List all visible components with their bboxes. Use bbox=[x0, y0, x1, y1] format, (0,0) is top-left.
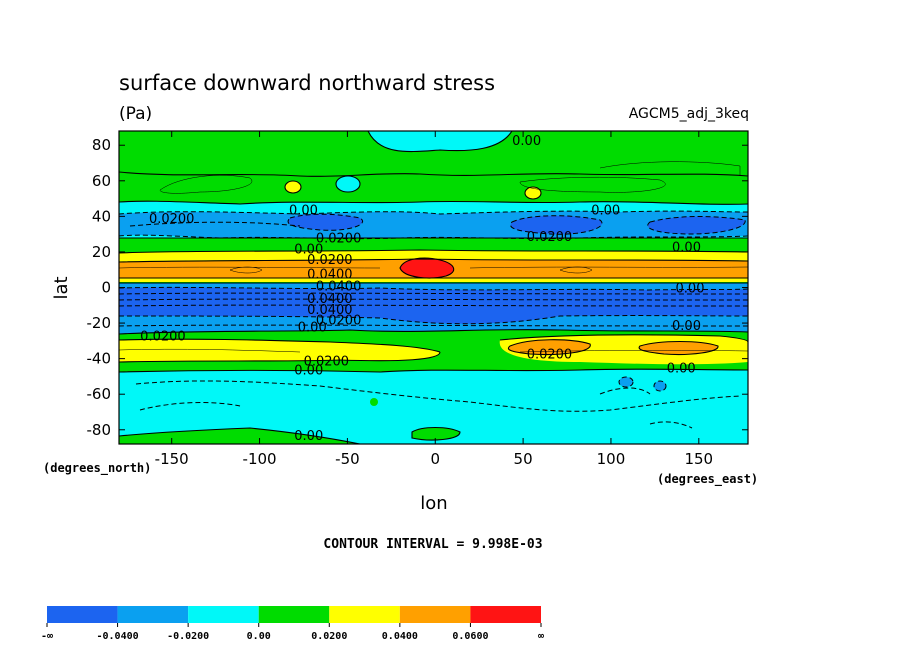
x-tick-label: 50 bbox=[514, 450, 533, 468]
x-axis-label: lon bbox=[420, 493, 447, 514]
y-tick-label: 0 bbox=[101, 279, 111, 297]
y-tick-label: -60 bbox=[87, 385, 112, 403]
y-units-note: (degrees_north) bbox=[43, 461, 151, 476]
colorbar-swatch bbox=[117, 606, 189, 623]
y-tick-label: 20 bbox=[92, 243, 111, 261]
contour-label: 0.00 bbox=[294, 363, 323, 378]
blob-south-blue-1 bbox=[619, 377, 633, 387]
dataset-label: AGCM5_adj_3keq bbox=[629, 106, 749, 122]
contour-interval-text: CONTOUR INTERVAL = 9.998E-03 bbox=[323, 537, 542, 552]
contour-label: 0.0400 bbox=[307, 292, 353, 307]
contour-label: 0.00 bbox=[298, 321, 327, 336]
colorbar-label: -0.0200 bbox=[167, 631, 209, 642]
y-tick-label: 60 bbox=[92, 172, 111, 190]
contour-label: 0.0200 bbox=[149, 212, 195, 227]
region-north-midlat-positive bbox=[119, 172, 748, 205]
colorbar-label: 0.00 bbox=[247, 631, 271, 642]
contour-lines-thin bbox=[119, 161, 748, 353]
blob-north-yellow-1 bbox=[285, 181, 301, 193]
contour-label: 0.00 bbox=[289, 203, 318, 218]
colorbar-swatch bbox=[399, 606, 471, 623]
chart-title: surface downward northward stress bbox=[119, 71, 495, 95]
blob-south-blue-2 bbox=[654, 381, 666, 391]
contour-label: 0.0200 bbox=[304, 354, 350, 369]
colorbar-label: -0.0400 bbox=[96, 631, 138, 642]
region-north-jet-strong-3 bbox=[647, 216, 746, 234]
contour-label: 0.0200 bbox=[527, 230, 573, 245]
contour-label: 0.0400 bbox=[307, 267, 353, 282]
colorbar-label: 0.0600 bbox=[452, 631, 488, 642]
region-max-positive bbox=[400, 258, 454, 278]
colorbar-swatch bbox=[329, 606, 400, 623]
units-label: (Pa) bbox=[119, 104, 152, 124]
blob-south-green bbox=[370, 398, 378, 406]
y-tick-label: 40 bbox=[92, 207, 111, 225]
region-south-pole-patch bbox=[412, 427, 460, 440]
y-tick-label: 80 bbox=[92, 136, 111, 154]
contour-label: 0.00 bbox=[294, 429, 323, 444]
x-tick-label: 0 bbox=[430, 450, 440, 468]
region-north-jet-strong-1 bbox=[288, 214, 363, 231]
contour-label: 0.00 bbox=[672, 319, 701, 334]
y-tick-label: -80 bbox=[87, 421, 112, 439]
x-tick-label: -100 bbox=[243, 450, 277, 468]
blob-north-yellow-2 bbox=[525, 187, 541, 199]
colorbar-label: 0.0400 bbox=[382, 631, 418, 642]
colorbar-label: -∞ bbox=[41, 631, 53, 642]
contour-label: 0.00 bbox=[667, 362, 696, 377]
y-tick-label: -20 bbox=[87, 314, 112, 332]
contour-label: 0.00 bbox=[591, 203, 620, 218]
x-tick-label: 100 bbox=[597, 450, 626, 468]
x-tick-label: -50 bbox=[335, 450, 360, 468]
colorbar-swatch bbox=[470, 606, 541, 623]
region-north-jet-strong-2 bbox=[510, 215, 602, 235]
contour-label: 0.0400 bbox=[316, 280, 362, 295]
y-tick-label: -40 bbox=[87, 350, 112, 368]
x-units-note: (degrees_east) bbox=[657, 472, 758, 487]
colorbar-swatch bbox=[188, 606, 259, 623]
colorbar-swatch bbox=[258, 606, 330, 623]
region-south-orange-2 bbox=[639, 341, 719, 355]
region-north-jet-negative bbox=[119, 211, 748, 239]
contour-lines-dashed bbox=[119, 210, 748, 429]
contour-label: 0.00 bbox=[676, 282, 705, 297]
colorbar-label: 0.0200 bbox=[311, 631, 347, 642]
contour-label: 0.00 bbox=[512, 134, 541, 149]
colorbar-label: ∞ bbox=[538, 631, 544, 642]
contour-label: 0.00 bbox=[672, 241, 701, 256]
y-axis: 80 60 40 20 0 -20 -40 -60 -80 bbox=[87, 136, 748, 439]
contour-label: 0.00 bbox=[294, 242, 323, 257]
region-south-polar-positive bbox=[119, 428, 360, 444]
colorbar-swatch bbox=[47, 606, 118, 623]
y-axis-label: lat bbox=[51, 276, 72, 299]
colorbar: -∞ -0.0400 -0.0200 0.00 0.0200 0.0400 0.0600 ∞ bbox=[41, 606, 544, 642]
contour-label: 0.0200 bbox=[316, 232, 362, 247]
x-axis: -150 -100 -50 0 50 100 150 bbox=[155, 131, 713, 468]
region-north-positive bbox=[119, 131, 748, 177]
x-tick-label: -150 bbox=[155, 450, 189, 468]
region-north-pole-negative bbox=[368, 131, 512, 152]
region-south-yellow bbox=[119, 339, 440, 362]
blob-north-cyan bbox=[336, 176, 360, 192]
contour-label: 0.0200 bbox=[316, 314, 362, 329]
contour-label: 0.0200 bbox=[307, 253, 353, 268]
contour-label: 0.0200 bbox=[527, 347, 573, 362]
contour-label: 0.0400 bbox=[307, 303, 353, 318]
contour-label: 0.0200 bbox=[140, 330, 186, 345]
x-tick-label: 150 bbox=[684, 450, 713, 468]
